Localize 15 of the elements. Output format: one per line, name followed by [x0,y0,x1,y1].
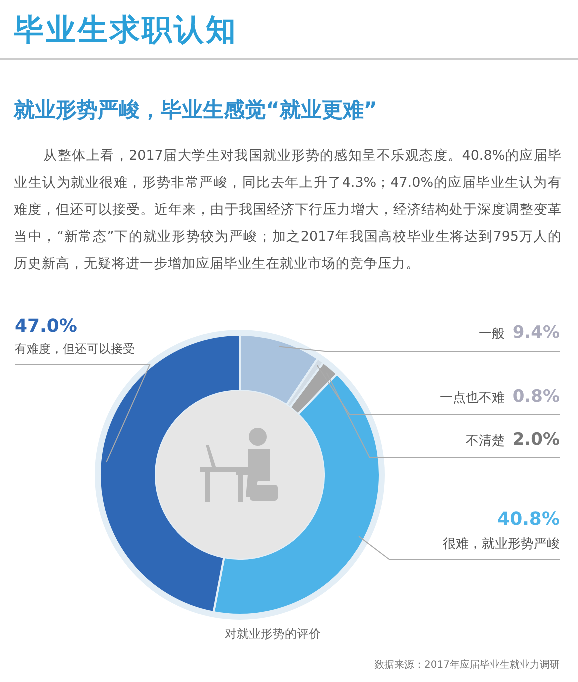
chart-title: 毕业生求职认知 [14,12,238,50]
data-label: 2.0% [512,430,560,450]
data-label: 9.4% [512,323,560,343]
slice-label: 一般 [479,327,505,342]
data-label: 47.0% [15,316,78,337]
slice-label: 很难，就业形势严峻 [443,537,560,552]
slice-label: 有难度，但还可以接受 [15,342,135,356]
text: 对就业形势的评价 [225,627,321,641]
source-note: 数据来源：2017年应届毕业生就业力调研 [374,659,560,671]
slice-label: 不清楚 [466,434,505,449]
text: 从整体上看，2017届大学生对我国就业形势的感知呈不乐观态度。40.8%的应届毕业生认为就业很难，形势非常严峻，同比去年上升了4.3%；47.0%的应届毕业生认为有难度，但还可以接受。近年来，由于我国经济下行压力增大，经济结构处于深度调整变革当中，“新常态”下的就业形势较为严峻；加之2017年我国高校毕业生将达到795万人的历史新高，无疑将进一步增加应届毕业生在就业市场的竞争压力。 [14,147,562,274]
data-label: 0.8% [512,387,560,407]
chart-subtitle: 就业形势严峻，毕业生感觉“就业更难” [14,97,378,124]
slice-label: 一点也不难 [440,391,505,406]
data-label: 40.8% [498,509,560,530]
